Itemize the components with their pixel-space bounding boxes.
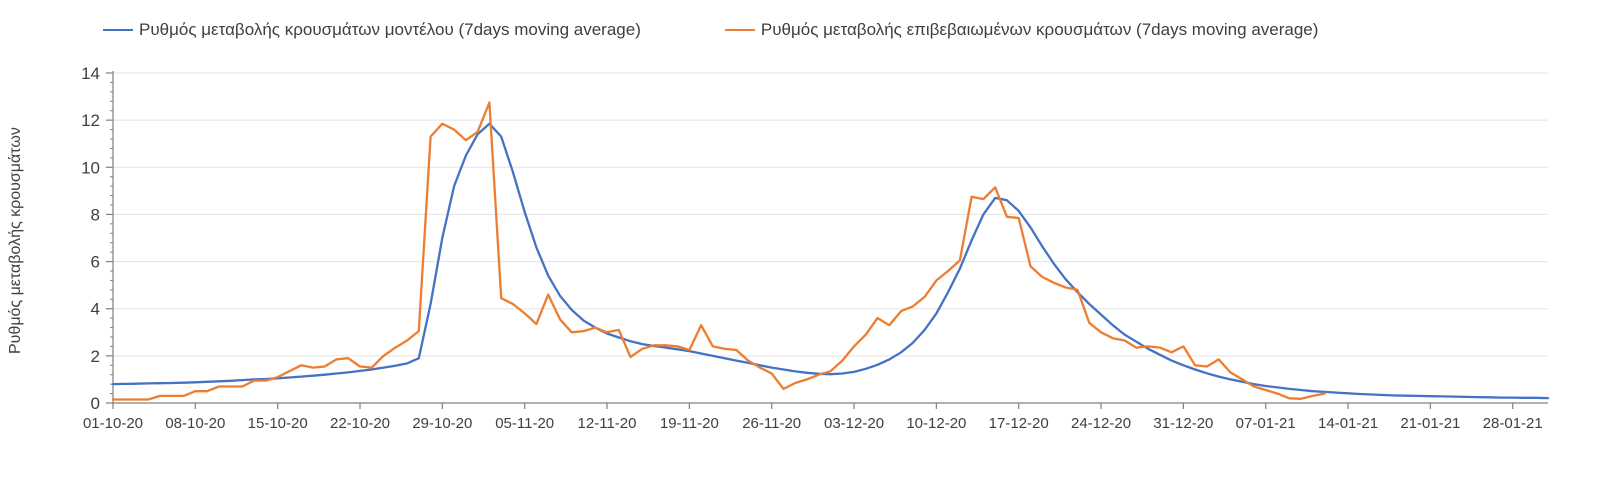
x-tick-label: 22-10-20: [330, 415, 390, 432]
series-line-model: [111, 122, 1550, 400]
x-tick-label: 24-12-20: [1071, 415, 1131, 432]
chart-legend: Ρυθμός μεταβολής κρουσμάτων μοντέλου (7d…: [103, 20, 1318, 40]
x-tick-label: 12-11-20: [578, 415, 637, 432]
x-tick-label: 19-11-20: [660, 415, 719, 432]
y-tick-label: 14: [81, 64, 100, 83]
x-tick-label: 29-10-20: [412, 415, 472, 432]
x-tick-label: 01-10-20: [83, 415, 143, 432]
y-tick-label: 2: [91, 347, 100, 366]
series-line-confirmed: [111, 101, 1326, 401]
y-tick-label: 0: [91, 394, 100, 413]
legend-item-confirmed: Ρυθμός μεταβολής επιβεβαιωμένων κρουσμάτ…: [724, 20, 1319, 40]
y-tick-label: 12: [81, 111, 100, 130]
legend-line-swatch-confirmed: [724, 29, 755, 31]
x-tick-label: 03-12-20: [824, 415, 884, 432]
y-tick-label: 10: [81, 158, 100, 177]
x-tick-label: 10-12-20: [906, 415, 966, 432]
legend-label-confirmed: Ρυθμός μεταβολής επιβεβαιωμένων κρουσμάτ…: [760, 20, 1319, 39]
x-tick-label: 05-11-20: [495, 415, 554, 432]
x-tick-label: 17-12-20: [989, 415, 1049, 432]
x-tick-label: 28-01-21: [1483, 415, 1543, 432]
x-tick-label: 14-01-21: [1318, 415, 1378, 432]
legend-label-model: Ρυθμός μεταβολής κρουσμάτων μοντέλου (7d…: [139, 20, 641, 39]
y-tick-label: 8: [91, 205, 100, 224]
x-tick-label: 21-01-21: [1400, 415, 1460, 432]
y-tick-label: 4: [91, 300, 100, 319]
legend-line-swatch-model: [103, 29, 133, 31]
x-tick-label: 08-10-20: [165, 415, 225, 432]
legend-item-model: Ρυθμός μεταβολής κρουσμάτων μοντέλου (7d…: [103, 20, 641, 40]
x-tick-label: 07-01-21: [1236, 415, 1296, 432]
x-tick-label: 31-12-20: [1153, 415, 1213, 432]
y-tick-label: 6: [91, 253, 100, 272]
x-tick-label: 26-11-20: [742, 415, 801, 432]
x-tick-label: 15-10-20: [248, 415, 308, 432]
